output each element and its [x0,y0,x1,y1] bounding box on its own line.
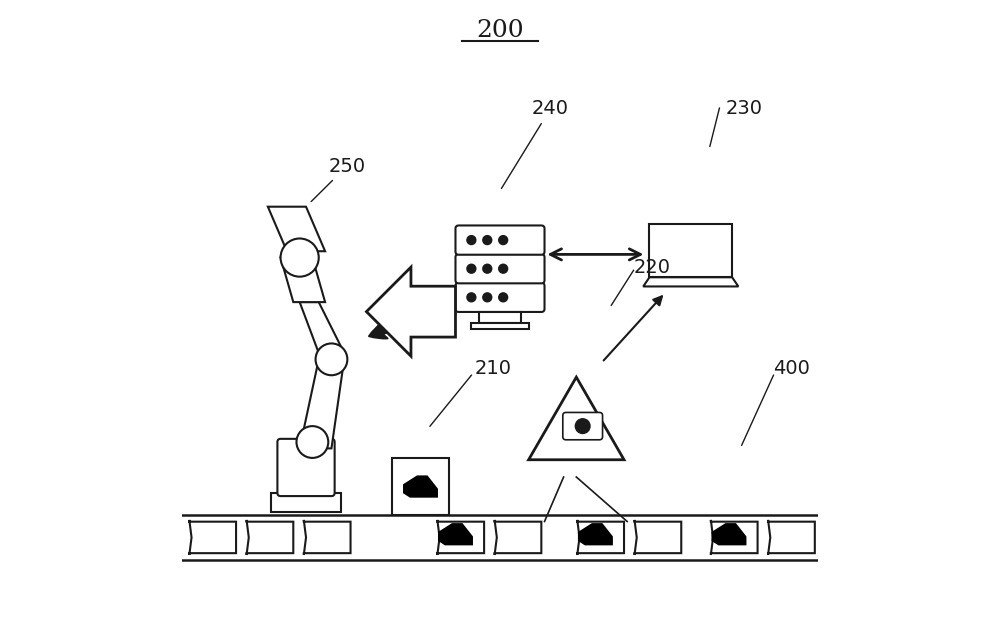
Text: 400: 400 [773,359,810,378]
Circle shape [499,236,508,245]
Text: 250: 250 [311,156,365,202]
Text: 220: 220 [634,258,671,277]
Bar [271,493,341,512]
Polygon shape [578,523,613,545]
Polygon shape [268,207,325,251]
Bar [649,224,732,277]
Polygon shape [711,523,746,545]
Circle shape [467,265,476,273]
Circle shape [467,236,476,245]
Circle shape [467,293,476,302]
Polygon shape [577,520,624,555]
Bar [479,312,521,323]
Circle shape [483,293,492,302]
Circle shape [296,426,328,458]
Polygon shape [304,520,351,555]
Circle shape [575,418,590,434]
FancyBboxPatch shape [455,282,545,312]
Circle shape [483,265,492,273]
Text: 230: 230 [726,99,763,118]
Polygon shape [189,520,236,555]
Bar [471,323,529,329]
Polygon shape [437,520,484,555]
Polygon shape [438,523,473,545]
Circle shape [499,265,508,273]
Polygon shape [635,520,681,555]
Polygon shape [529,377,624,460]
Circle shape [499,293,508,302]
FancyBboxPatch shape [277,439,335,496]
Polygon shape [403,476,438,497]
Polygon shape [281,258,325,302]
FancyBboxPatch shape [455,226,545,255]
Bar [392,458,449,515]
Circle shape [281,238,319,277]
Polygon shape [366,267,455,356]
Circle shape [483,236,492,245]
Text: 200: 200 [476,19,524,42]
Polygon shape [300,302,344,353]
Polygon shape [247,520,293,555]
Polygon shape [711,520,758,555]
Polygon shape [495,520,541,555]
Polygon shape [300,359,344,448]
FancyBboxPatch shape [455,254,545,284]
Polygon shape [768,520,815,555]
Text: 240: 240 [501,99,569,188]
Text: 210: 210 [475,359,512,378]
Polygon shape [643,277,738,286]
Circle shape [316,343,347,375]
FancyBboxPatch shape [563,413,603,440]
